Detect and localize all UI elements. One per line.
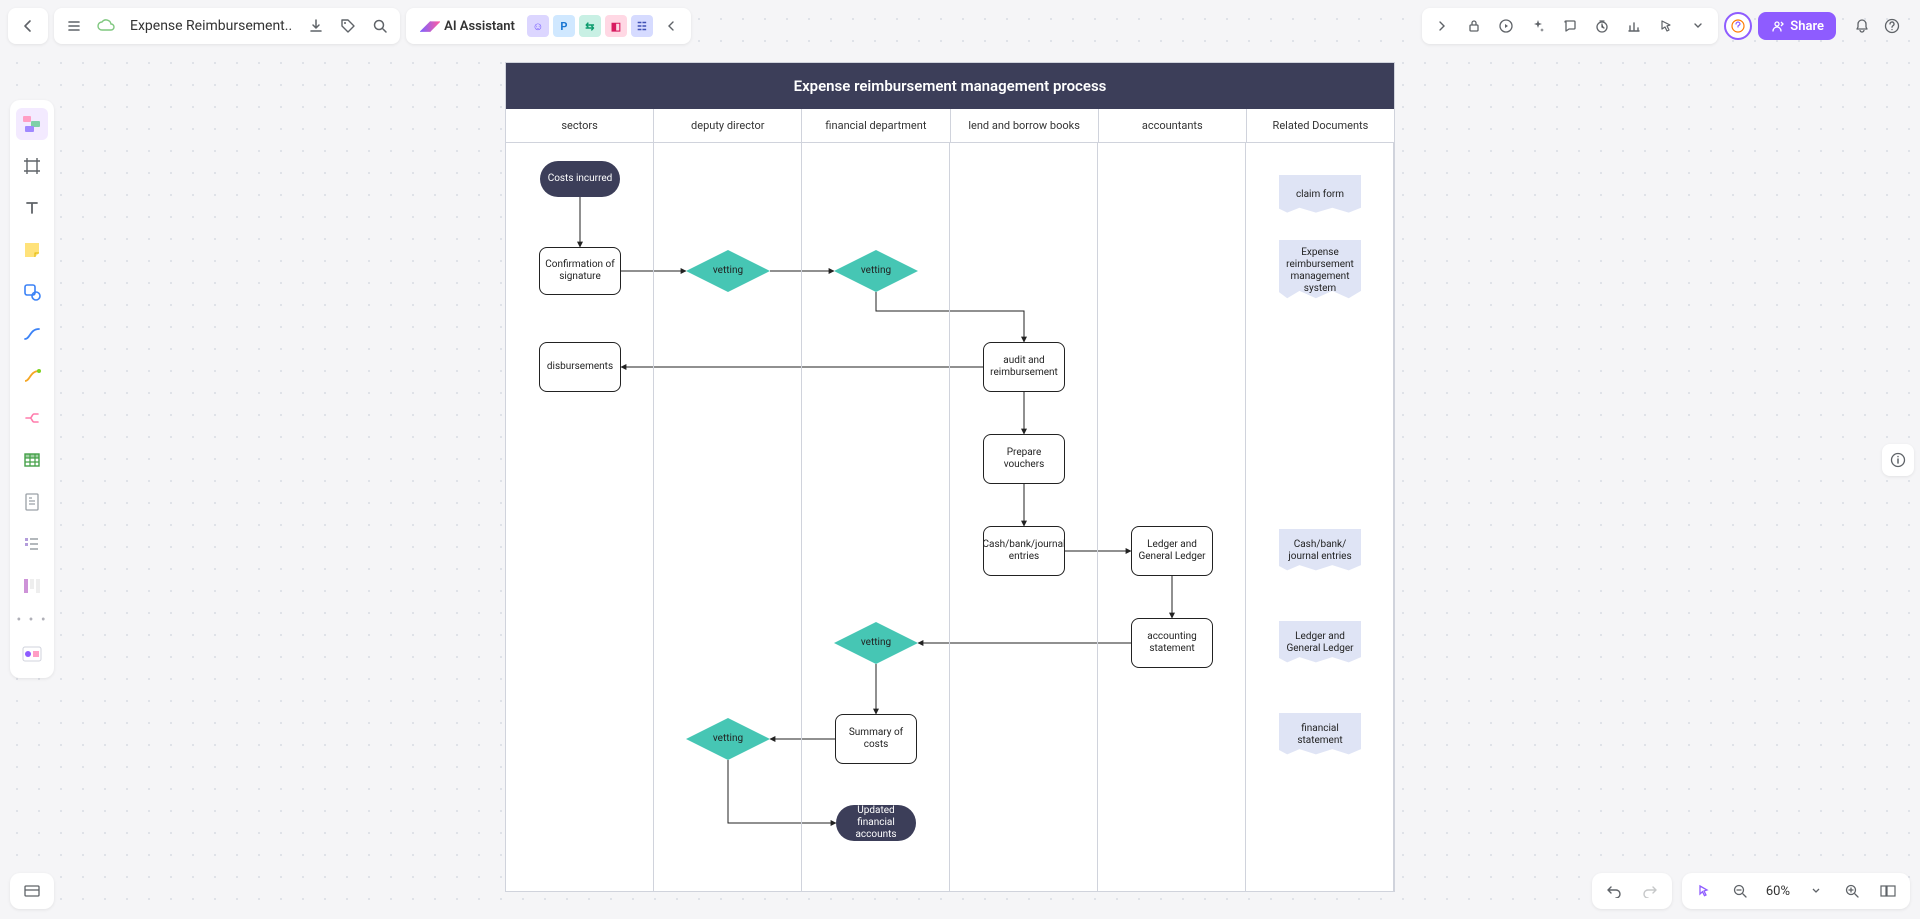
zoom-in-icon[interactable] <box>1838 877 1866 905</box>
lane-header-0: sectors <box>506 109 654 142</box>
cloud-sync-icon[interactable] <box>92 12 120 40</box>
share-icon <box>1770 19 1784 33</box>
node-doc4[interactable]: Ledger and General Ledger <box>1279 621 1361 665</box>
sparkle-icon[interactable] <box>1524 12 1552 40</box>
minimap-icon[interactable] <box>1874 877 1902 905</box>
tag-icon[interactable] <box>334 12 362 40</box>
node-vet4[interactable]: vetting <box>686 718 770 760</box>
ai-assistant-label: AI Assistant <box>444 19 515 34</box>
cursor-icon[interactable] <box>1652 12 1680 40</box>
ai-logo-icon: ◢◤ <box>420 19 440 34</box>
info-panel-toggle[interactable] <box>1882 444 1914 476</box>
node-cash[interactable]: Cash/bank/journal entries <box>983 526 1065 576</box>
ai-tool-d[interactable]: ◧ <box>605 15 627 37</box>
lock-icon[interactable] <box>1460 12 1488 40</box>
credits-badge[interactable] <box>1724 12 1752 40</box>
lane-col-3 <box>950 143 1098 891</box>
shape-tool[interactable] <box>16 276 48 308</box>
node-acct[interactable]: accounting statement <box>1131 618 1213 668</box>
lane-header-2: financial department <box>802 109 950 142</box>
timer-icon[interactable] <box>1588 12 1616 40</box>
ai-tool-p[interactable]: P <box>553 15 575 37</box>
ai-tool-c[interactable]: ⇆ <box>579 15 601 37</box>
search-icon[interactable] <box>366 12 394 40</box>
chevron-right-icon[interactable] <box>1428 12 1456 40</box>
node-doc1[interactable]: claim form <box>1279 175 1361 215</box>
share-button[interactable]: Share <box>1758 12 1836 40</box>
node-prep[interactable]: Prepare vouchers <box>983 434 1065 484</box>
node-confirm[interactable]: Confirmation of signature <box>539 247 621 295</box>
top-toolbar: Expense Reimbursement.. ◢◤ AI Assistant … <box>8 8 1912 44</box>
node-disb[interactable]: disbursements <box>539 342 621 392</box>
mindmap-tool[interactable] <box>16 402 48 434</box>
node-doc5[interactable]: financial statement <box>1279 713 1361 757</box>
chevron-down-icon[interactable] <box>1684 12 1712 40</box>
frame-tool[interactable] <box>16 150 48 182</box>
shapes-tool[interactable] <box>16 108 48 140</box>
lane-headers: sectorsdeputy directorfinancial departme… <box>506 109 1394 143</box>
node-vet3[interactable]: vetting <box>834 622 918 664</box>
node-updated[interactable]: Updated financial accounts <box>836 805 916 841</box>
list-tool[interactable] <box>16 528 48 560</box>
help-icon[interactable] <box>1878 12 1906 40</box>
comment-icon[interactable] <box>1556 12 1584 40</box>
redo-icon[interactable] <box>1636 877 1664 905</box>
node-doc3[interactable]: Cash/bank/ journal entries <box>1279 529 1361 573</box>
share-label: Share <box>1790 19 1824 34</box>
templates-tool[interactable] <box>16 638 48 670</box>
bottom-right-controls: 60% <box>1592 873 1910 909</box>
chart-icon[interactable] <box>1620 12 1648 40</box>
bell-icon[interactable] <box>1848 12 1876 40</box>
kanban-tool[interactable] <box>16 570 48 602</box>
ai-assistant-button[interactable]: ◢◤ AI Assistant <box>412 19 523 34</box>
lane-header-1: deputy director <box>654 109 802 142</box>
text-tool[interactable] <box>16 192 48 224</box>
node-summary[interactable]: Summary of costs <box>835 714 917 764</box>
pointer-mode[interactable] <box>1690 877 1718 905</box>
menu-icon[interactable] <box>60 12 88 40</box>
ai-tool-avatar[interactable]: ☺ <box>527 15 549 37</box>
pen-tool[interactable] <box>16 360 48 392</box>
play-icon[interactable] <box>1492 12 1520 40</box>
zoom-level[interactable]: 60% <box>1762 884 1794 899</box>
layers-panel-toggle[interactable] <box>10 873 54 909</box>
diagram-container[interactable]: Expense reimbursement management process… <box>505 62 1395 892</box>
lane-col-4 <box>1098 143 1246 891</box>
diagram-title: Expense reimbursement management process <box>506 63 1394 109</box>
lane-header-5: Related Documents <box>1247 109 1394 142</box>
node-doc2[interactable]: Expense reimbursement management system <box>1279 240 1361 302</box>
download-icon[interactable] <box>302 12 330 40</box>
undo-icon[interactable] <box>1600 877 1628 905</box>
lane-header-4: accountants <box>1099 109 1247 142</box>
doc-tool[interactable] <box>16 486 48 518</box>
ai-tool-e[interactable]: ☷ <box>631 15 653 37</box>
document-title[interactable]: Expense Reimbursement.. <box>124 18 298 34</box>
lane-header-3: lend and borrow books <box>951 109 1099 142</box>
more-tools[interactable]: • • • <box>16 612 47 628</box>
node-ledger[interactable]: Ledger and General Ledger <box>1131 526 1213 576</box>
sticky-note-tool[interactable] <box>16 234 48 266</box>
chevron-left-icon[interactable] <box>657 12 685 40</box>
node-costs[interactable]: Costs incurred <box>540 161 620 197</box>
zoom-dropdown-icon[interactable] <box>1802 877 1830 905</box>
table-tool[interactable] <box>16 444 48 476</box>
left-toolbar: • • • <box>10 100 54 678</box>
node-audit[interactable]: audit and reimbursement <box>983 342 1065 392</box>
back-icon[interactable] <box>14 12 42 40</box>
lanes-body: Costs incurred Confirmation of signature v… <box>506 143 1394 891</box>
zoom-out-icon[interactable] <box>1726 877 1754 905</box>
node-vet1[interactable]: vetting <box>686 250 770 292</box>
node-vet2[interactable]: vetting <box>834 250 918 292</box>
connector-tool[interactable] <box>16 318 48 350</box>
